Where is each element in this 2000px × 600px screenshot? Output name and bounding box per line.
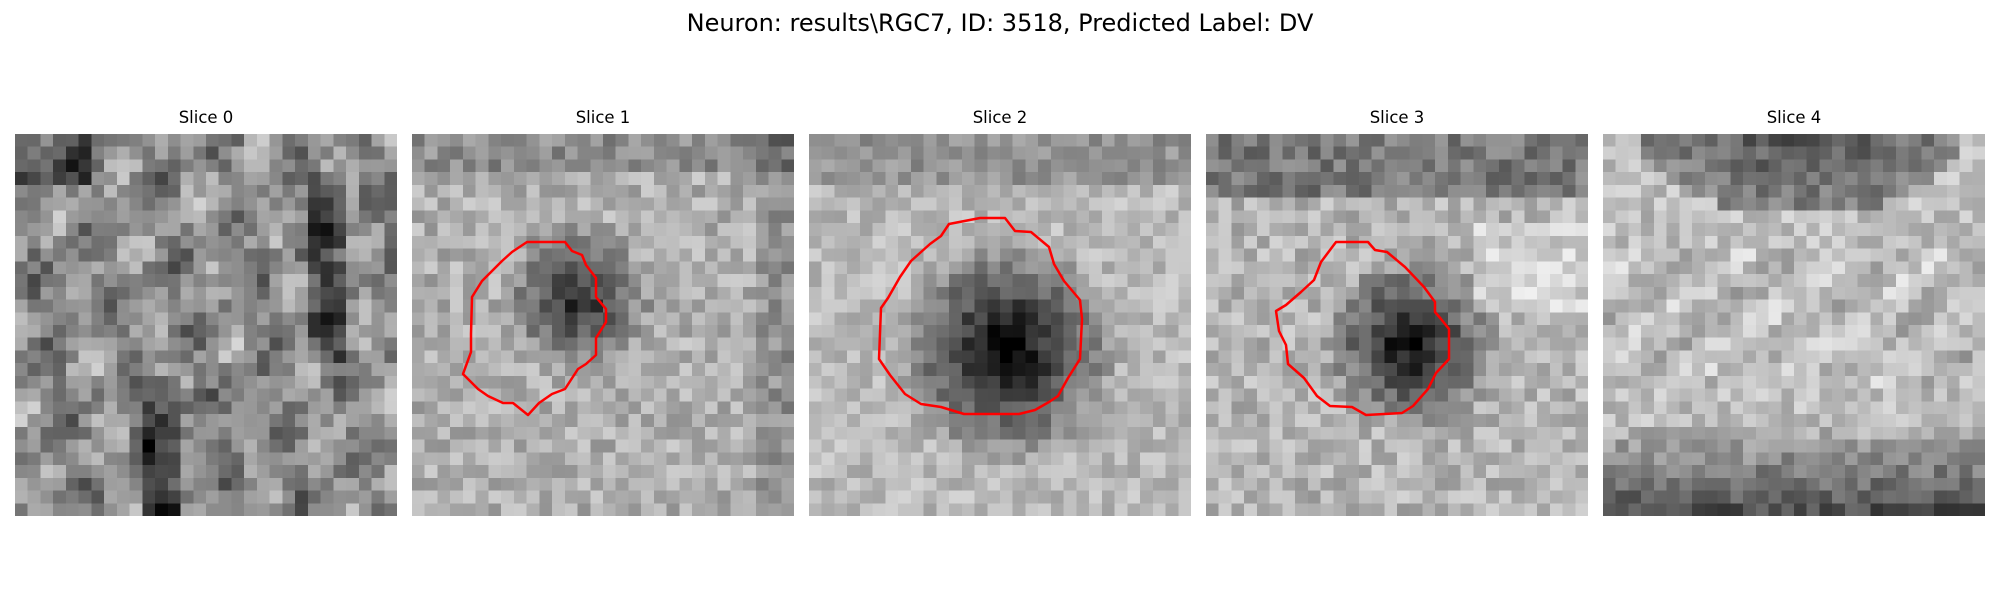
slice-title: Slice 4 — [1603, 108, 1985, 128]
slice-title: Slice 1 — [412, 108, 794, 128]
slice-image-area — [15, 134, 397, 516]
cell-contour-line — [463, 242, 606, 415]
cell-contour-line — [879, 218, 1082, 414]
slice-image-area — [1206, 134, 1588, 516]
slice-panel-2: Slice 2 — [809, 108, 1191, 516]
slice-image — [1603, 134, 1985, 516]
slice-image — [15, 134, 397, 516]
slice-title: Slice 2 — [809, 108, 1191, 128]
slice-image-area — [809, 134, 1191, 516]
slice-panel-3: Slice 3 — [1206, 108, 1588, 516]
cell-contour-line — [1276, 242, 1449, 415]
slice-title: Slice 0 — [15, 108, 397, 128]
slice-panel-0: Slice 0 — [15, 108, 397, 516]
slice-panel-4: Slice 4 — [1603, 108, 1985, 516]
cell-contour — [809, 134, 1191, 516]
slice-image-area — [412, 134, 794, 516]
slice-image-area — [1603, 134, 1985, 516]
figure-title: Neuron: results\RGC7, ID: 3518, Predicte… — [0, 8, 2000, 38]
slice-panel-1: Slice 1 — [412, 108, 794, 516]
cell-contour — [1206, 134, 1588, 516]
cell-contour — [412, 134, 794, 516]
slice-title: Slice 3 — [1206, 108, 1588, 128]
